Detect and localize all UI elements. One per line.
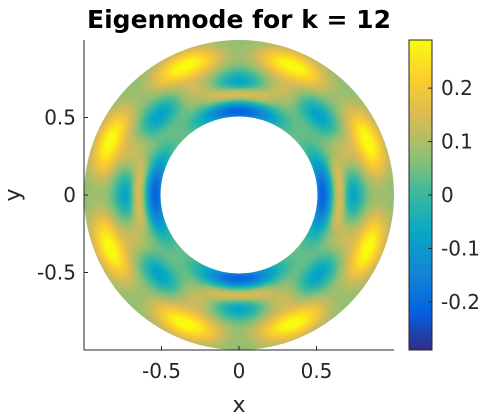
y-axis-ticks: 0.5 0 -0.5 bbox=[37, 106, 88, 285]
colorbar-tick-label: -0.1 bbox=[441, 236, 480, 260]
x-axis-ticks: -0.5 0 0.5 bbox=[142, 346, 332, 383]
colorbar-tick-label: 0 bbox=[441, 183, 454, 207]
colorbar-tick-label: -0.2 bbox=[441, 290, 480, 314]
plot-area bbox=[84, 40, 394, 350]
y-tick-label: -0.5 bbox=[37, 261, 76, 285]
colorbar-tick-label: 0.1 bbox=[441, 130, 473, 154]
y-tick-label: 0.5 bbox=[44, 106, 76, 130]
colorbar-gradient bbox=[409, 40, 432, 350]
y-tick-label: 0 bbox=[63, 183, 76, 207]
x-tick-label: 0.5 bbox=[301, 359, 333, 383]
eigenmode-field bbox=[84, 40, 394, 350]
x-tick-label: -0.5 bbox=[142, 359, 181, 383]
colorbar-tick-label: 0.2 bbox=[441, 76, 473, 100]
y-axis-label: y bbox=[1, 188, 26, 201]
x-axis-label: x bbox=[232, 393, 245, 418]
x-tick-label: 0 bbox=[233, 359, 246, 383]
chart-title: Eigenmode for k = 12 bbox=[87, 5, 391, 34]
colorbar-ticks: 0.2 0.1 0 -0.1 -0.2 bbox=[428, 76, 480, 314]
colorbar: 0.2 0.1 0 -0.1 -0.2 bbox=[408, 39, 480, 351]
